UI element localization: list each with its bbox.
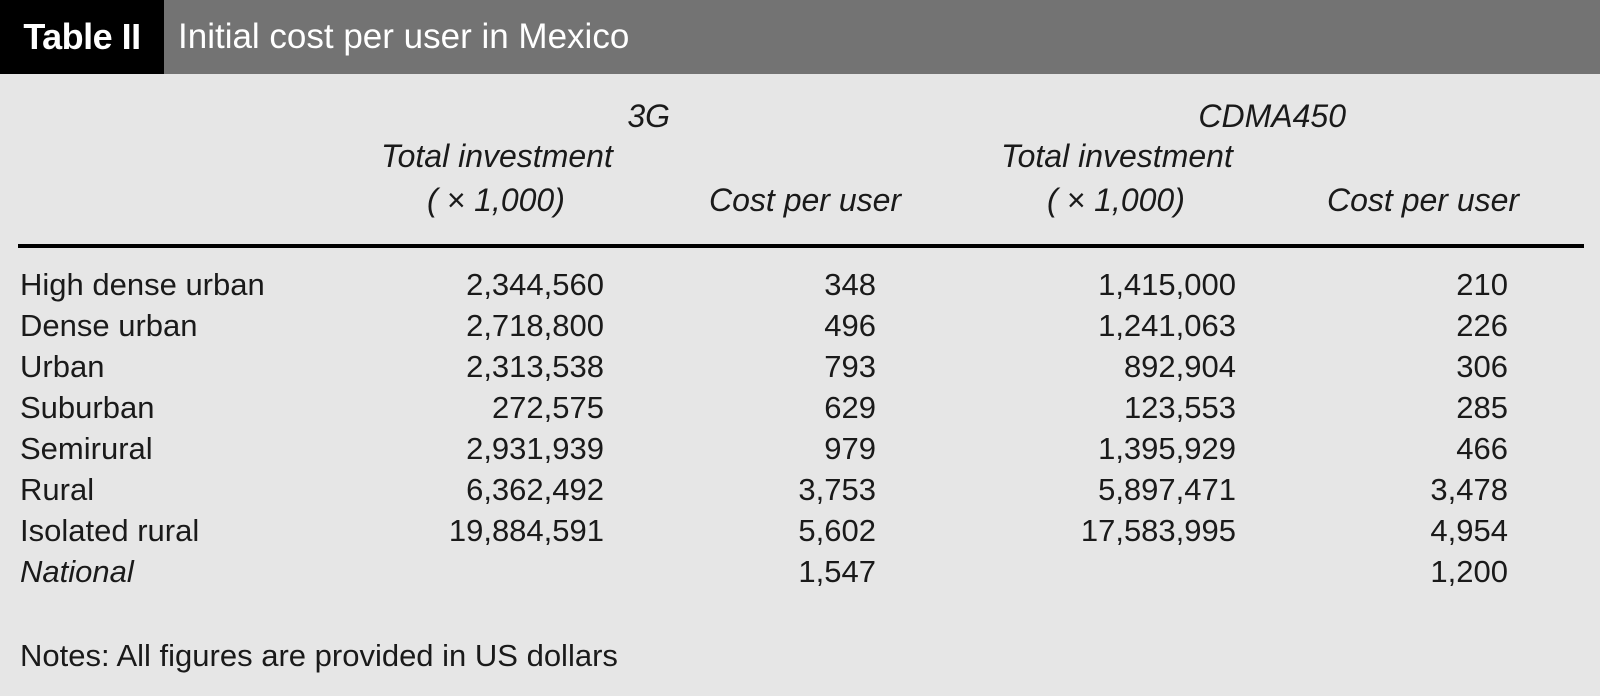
table-row-national: National 1,547 1,200 (0, 551, 1600, 593)
cost-per-user-cdma450: 4,954 (1430, 513, 1508, 548)
header-cost-per-user-3g: Cost per user (709, 182, 902, 218)
header-group-cdma450: CDMA450 (1198, 98, 1346, 134)
cost-per-user-3g: 629 (824, 390, 876, 425)
investment-3g: 2,718,800 (466, 308, 604, 343)
cost-per-user-3g: 348 (824, 267, 876, 302)
row-label: Isolated rural (20, 513, 200, 548)
cost-per-user-cdma450: 306 (1456, 349, 1508, 384)
table-row: Semirural 2,931,939 979 1,395,929 466 (0, 428, 1600, 470)
table-notes: Notes: All figures are provided in US do… (20, 638, 618, 673)
cost-per-user-cdma450: 285 (1456, 390, 1508, 425)
investment-3g: 2,931,939 (466, 431, 604, 466)
cost-per-user-3g: 3,753 (798, 472, 876, 507)
header-cost-per-user-cdma450: Cost per user (1327, 182, 1520, 218)
investment-cdma450: 123,553 (1123, 390, 1236, 425)
header-multiplier-cdma450: ( × 1,000) (1047, 182, 1185, 218)
table-row: Rural 6,362,492 3,753 5,897,471 3,478 (0, 469, 1600, 511)
investment-cdma450: 17,583,995 (1080, 513, 1236, 548)
header-multiplier-3g: ( × 1,000) (427, 182, 565, 218)
investment-3g: 19,884,591 (448, 513, 604, 548)
investment-cdma450: 1,395,929 (1098, 431, 1236, 466)
table-title: Initial cost per user in Mexico (178, 17, 630, 56)
row-label: High dense urban (20, 267, 265, 302)
table-title-bar: Table II Initial cost per user in Mexico (0, 0, 1600, 74)
table-row: Isolated rural 19,884,591 5,602 17,583,9… (0, 510, 1600, 552)
investment-3g: 2,344,560 (466, 267, 604, 302)
cost-per-user-3g: 793 (824, 349, 876, 384)
row-label: Suburban (20, 390, 155, 425)
table-row: High dense urban 2,344,560 348 1,415,000… (0, 264, 1600, 306)
table-row: Urban 2,313,538 793 892,904 306 (0, 346, 1600, 388)
investment-3g: 2,313,538 (466, 349, 604, 384)
table-row: Suburban 272,575 629 123,553 285 (0, 387, 1600, 429)
cost-per-user-3g: 496 (824, 308, 876, 343)
row-label: Urban (20, 349, 105, 384)
cost-per-user-3g: 1,547 (798, 554, 876, 589)
cost-per-user-cdma450: 466 (1456, 431, 1508, 466)
cost-per-user-cdma450: 210 (1456, 267, 1508, 302)
header-total-investment-3g: Total investment (381, 138, 613, 174)
investment-cdma450: 1,241,063 (1098, 308, 1236, 343)
table-row: Dense urban 2,718,800 496 1,241,063 226 (0, 305, 1600, 347)
row-label: Dense urban (20, 308, 198, 343)
cost-per-user-cdma450: 1,200 (1430, 554, 1508, 589)
table-number-label: Table II (0, 0, 164, 74)
cost-per-user-cdma450: 3,478 (1430, 472, 1508, 507)
investment-cdma450: 5,897,471 (1098, 472, 1236, 507)
header-divider (18, 244, 1584, 248)
row-label: Rural (20, 472, 95, 507)
investment-cdma450: 892,904 (1123, 349, 1236, 384)
row-label: Semirural (20, 431, 153, 466)
investment-3g: 6,362,492 (466, 472, 604, 507)
cost-per-user-3g: 5,602 (798, 513, 876, 548)
cost-per-user-cdma450: 226 (1456, 308, 1508, 343)
header-total-investment-cdma450: Total investment (1001, 138, 1233, 174)
investment-cdma450: 1,415,000 (1098, 267, 1236, 302)
cost-per-user-3g: 979 (824, 431, 876, 466)
header-group-3g: 3G (627, 98, 670, 134)
row-label: National (20, 554, 134, 589)
investment-3g: 272,575 (491, 390, 604, 425)
